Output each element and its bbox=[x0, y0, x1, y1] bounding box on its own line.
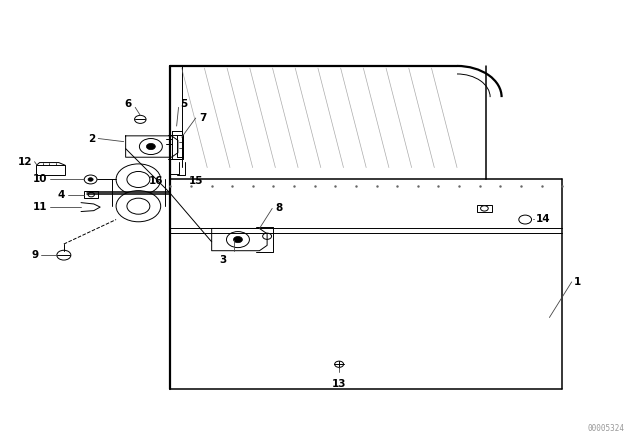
Text: 5: 5 bbox=[180, 99, 187, 109]
Bar bbox=[84, 191, 99, 198]
Text: 8: 8 bbox=[275, 203, 283, 213]
Circle shape bbox=[519, 215, 532, 224]
Text: 16: 16 bbox=[148, 176, 163, 186]
Text: 2: 2 bbox=[88, 134, 96, 143]
Circle shape bbox=[262, 233, 271, 239]
Bar bbox=[36, 165, 65, 175]
Circle shape bbox=[481, 206, 488, 211]
Circle shape bbox=[84, 175, 97, 184]
Bar bbox=[477, 205, 492, 212]
Circle shape bbox=[116, 164, 161, 195]
Text: 15: 15 bbox=[189, 176, 204, 186]
Text: 9: 9 bbox=[31, 250, 38, 260]
Text: 13: 13 bbox=[332, 379, 346, 389]
Circle shape bbox=[88, 178, 93, 181]
Text: 11: 11 bbox=[33, 202, 47, 212]
Circle shape bbox=[335, 361, 344, 367]
Circle shape bbox=[227, 232, 250, 248]
Circle shape bbox=[234, 237, 243, 243]
Text: 1: 1 bbox=[573, 277, 581, 287]
Circle shape bbox=[88, 192, 95, 197]
Text: 10: 10 bbox=[33, 174, 47, 185]
Circle shape bbox=[140, 138, 163, 155]
Text: 3: 3 bbox=[220, 255, 227, 265]
Text: 7: 7 bbox=[199, 113, 206, 123]
Text: 6: 6 bbox=[124, 99, 131, 109]
Circle shape bbox=[134, 116, 146, 123]
Text: 14: 14 bbox=[536, 214, 550, 224]
Circle shape bbox=[127, 172, 150, 188]
Circle shape bbox=[57, 250, 71, 260]
Text: 4: 4 bbox=[58, 190, 65, 200]
Text: 00005324: 00005324 bbox=[588, 424, 625, 433]
Circle shape bbox=[116, 190, 161, 222]
Circle shape bbox=[127, 198, 150, 214]
Text: 12: 12 bbox=[17, 157, 32, 167]
Circle shape bbox=[147, 143, 156, 150]
